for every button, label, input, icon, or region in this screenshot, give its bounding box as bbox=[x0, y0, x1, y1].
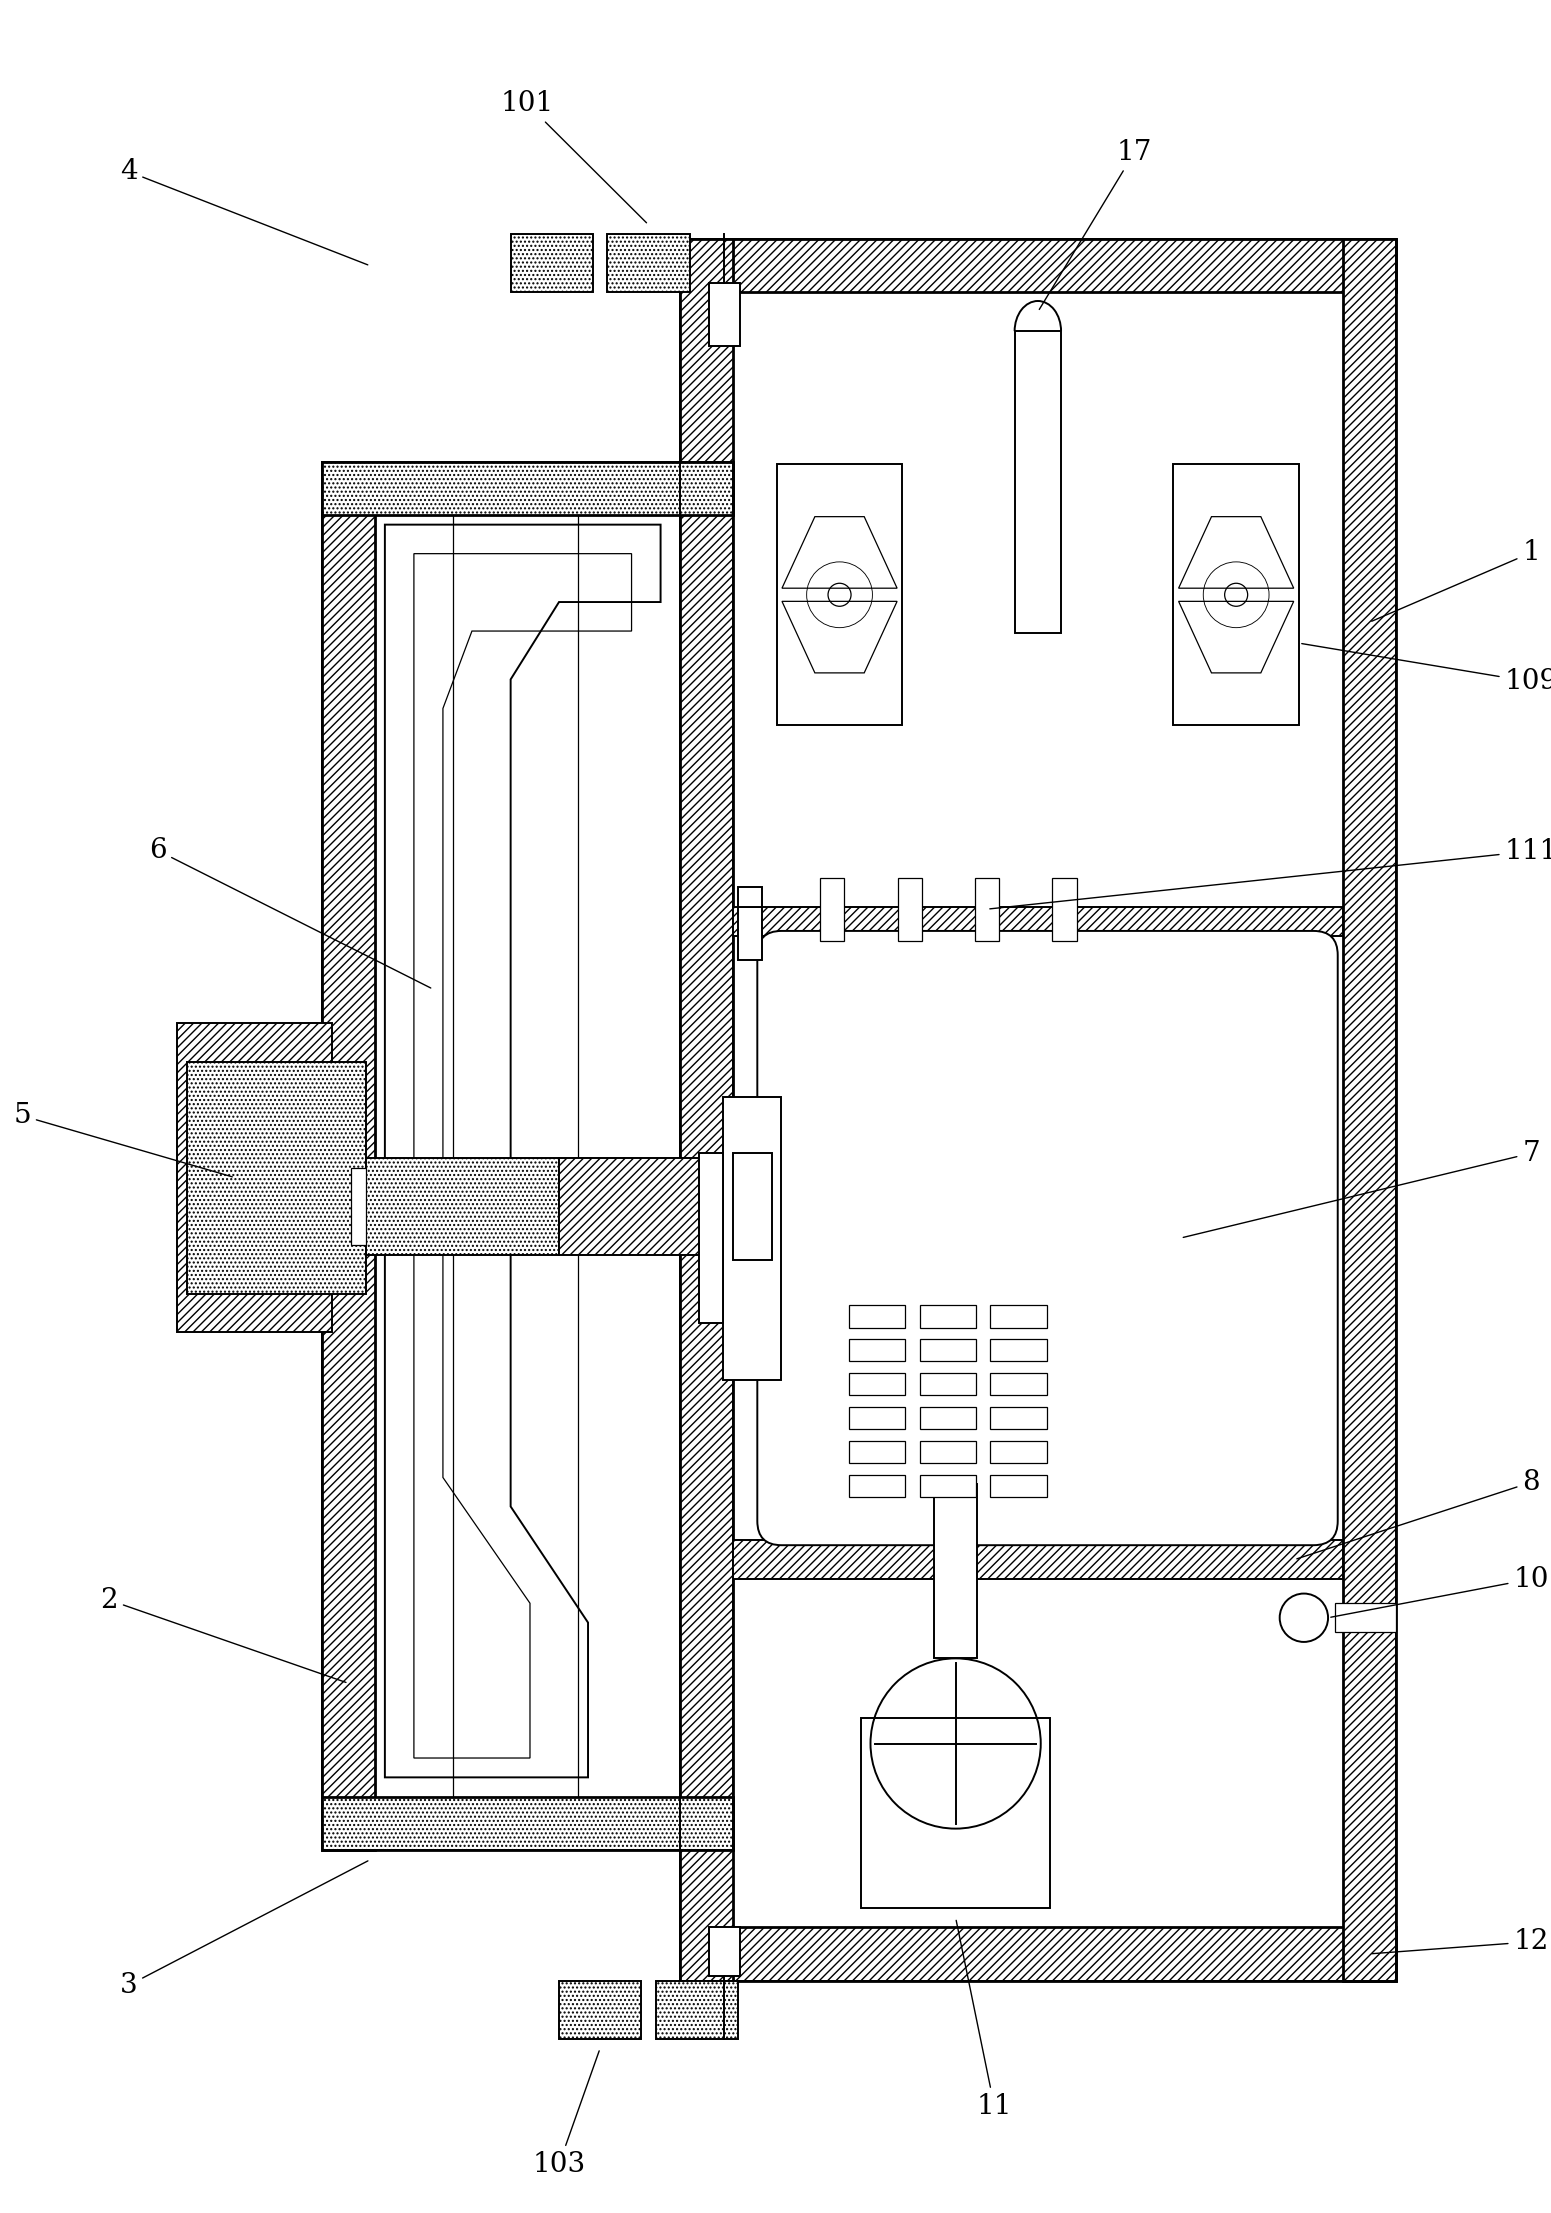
Bar bbox=[656, 1981, 738, 2038]
Text: 3: 3 bbox=[119, 1861, 368, 1998]
Bar bbox=[991, 1372, 1047, 1394]
Bar bbox=[920, 1474, 976, 1496]
Bar bbox=[861, 1717, 1050, 1908]
Bar bbox=[920, 1441, 976, 1463]
Bar bbox=[608, 235, 690, 292]
Bar bbox=[700, 1153, 723, 1323]
Text: 101: 101 bbox=[501, 91, 647, 224]
Text: 109: 109 bbox=[1301, 644, 1551, 695]
Bar bbox=[558, 1981, 641, 2038]
Text: 17: 17 bbox=[1039, 139, 1152, 310]
Bar bbox=[934, 1485, 977, 1658]
Bar bbox=[920, 1407, 976, 1430]
Bar bbox=[850, 1407, 906, 1430]
Bar bbox=[709, 1928, 740, 1976]
Text: 1: 1 bbox=[1371, 540, 1540, 622]
Bar bbox=[723, 1098, 782, 1379]
Bar bbox=[1343, 239, 1396, 1981]
Bar bbox=[850, 1372, 906, 1394]
Bar bbox=[898, 879, 921, 941]
Text: 10: 10 bbox=[1331, 1565, 1549, 1618]
Bar bbox=[366, 1157, 558, 1255]
Bar bbox=[734, 1540, 1343, 1580]
Bar bbox=[850, 1441, 906, 1463]
Text: 7: 7 bbox=[1183, 1140, 1540, 1237]
Bar bbox=[850, 1474, 906, 1496]
Text: 2: 2 bbox=[101, 1587, 346, 1682]
Bar bbox=[1053, 879, 1076, 941]
Bar bbox=[738, 907, 762, 960]
Bar bbox=[991, 1407, 1047, 1430]
Bar bbox=[186, 1062, 366, 1295]
Text: 11: 11 bbox=[955, 1921, 1013, 2120]
Bar bbox=[850, 1306, 906, 1328]
Bar bbox=[1014, 332, 1061, 633]
Bar bbox=[679, 239, 734, 1981]
Bar bbox=[177, 1022, 332, 1332]
Bar bbox=[1335, 1602, 1396, 1633]
Bar bbox=[820, 879, 844, 941]
Bar bbox=[991, 1441, 1047, 1463]
Text: 103: 103 bbox=[532, 2051, 599, 2178]
Bar bbox=[510, 235, 592, 292]
Text: 4: 4 bbox=[119, 157, 368, 266]
Bar bbox=[920, 1339, 976, 1361]
Bar bbox=[734, 907, 1343, 936]
Text: 111: 111 bbox=[990, 837, 1551, 910]
Text: 8: 8 bbox=[1297, 1469, 1540, 1558]
Bar bbox=[679, 239, 1396, 1981]
Bar bbox=[1173, 465, 1300, 726]
Bar bbox=[679, 239, 1396, 292]
Bar bbox=[991, 1306, 1047, 1328]
Bar bbox=[920, 1372, 976, 1394]
Bar bbox=[351, 1168, 366, 1246]
Bar bbox=[991, 1339, 1047, 1361]
Bar bbox=[850, 1339, 906, 1361]
Bar bbox=[323, 463, 734, 516]
Bar bbox=[991, 1474, 1047, 1496]
Bar bbox=[738, 887, 762, 907]
Bar bbox=[976, 879, 999, 941]
Bar bbox=[323, 1797, 734, 1850]
Bar bbox=[777, 465, 903, 726]
Text: 5: 5 bbox=[14, 1102, 233, 1177]
FancyBboxPatch shape bbox=[757, 932, 1337, 1545]
Bar bbox=[734, 1153, 772, 1259]
Bar bbox=[323, 463, 734, 1850]
Bar bbox=[709, 283, 740, 345]
Bar bbox=[679, 1928, 1396, 1981]
Bar bbox=[323, 463, 375, 1850]
Text: 6: 6 bbox=[149, 837, 431, 987]
Bar bbox=[920, 1306, 976, 1328]
Bar bbox=[558, 1157, 734, 1255]
Text: 12: 12 bbox=[1373, 1928, 1549, 1956]
